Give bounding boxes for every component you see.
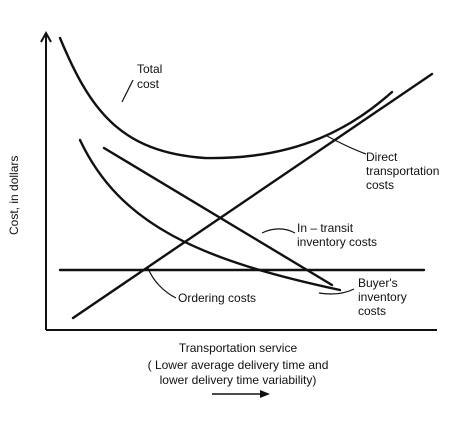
- total-cost-label-line2: cost: [137, 77, 160, 91]
- in-transit-inventory-costs-line: [102, 146, 334, 287]
- y-axis-label: Cost, in dollars: [7, 156, 21, 235]
- buyers-label-line3: costs: [358, 304, 386, 318]
- direct-label-line2: transportation: [366, 164, 439, 178]
- direction-arrowhead: [260, 390, 270, 398]
- direct-transportation-costs-line: [71, 72, 434, 320]
- direct-label-line1: Direct: [366, 150, 398, 164]
- buyers-inventory-costs-curve: [78, 138, 342, 292]
- direct-costs-leader: [326, 135, 367, 155]
- ordering-costs-leader: [147, 267, 177, 299]
- total-cost-leader: [121, 79, 134, 103]
- direct-label-line3: costs: [366, 178, 394, 192]
- buyers-label-line1: Buyer's: [358, 276, 398, 290]
- buyers-inventory-leader: [318, 288, 355, 295]
- ordering-costs-label: Ordering costs: [178, 291, 256, 305]
- x-axis-label: Transportation service: [179, 341, 298, 355]
- buyers-label-line2: inventory: [358, 290, 407, 304]
- in-transit-label-line1: In – transit: [297, 221, 354, 235]
- total-cost-label-line1: Total: [137, 62, 162, 76]
- in-transit-label-line2: inventory costs: [297, 235, 377, 249]
- x-axis-note-line2: lower delivery time variability): [160, 373, 317, 387]
- x-axis-note-line1: ( Lower average delivery time and: [148, 358, 329, 372]
- in-transit-leader: [261, 228, 296, 234]
- total-cost-curve: [58, 36, 394, 160]
- y-axis-arrowhead: [40, 30, 52, 43]
